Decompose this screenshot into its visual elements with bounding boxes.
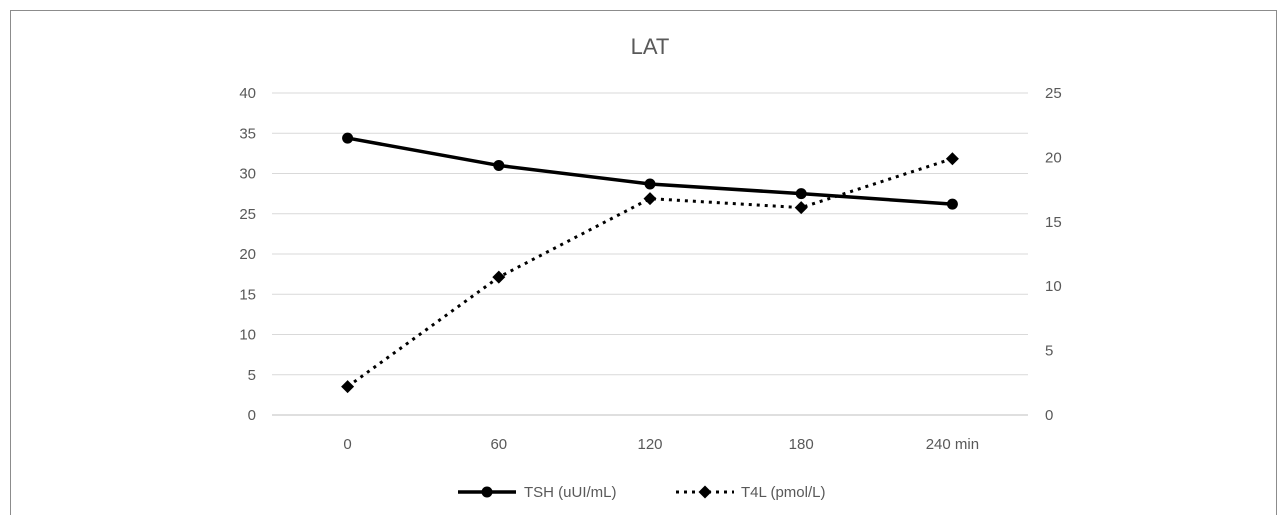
- data-point-diamond: [794, 201, 808, 215]
- legend-label: TSH (uUI/mL): [524, 484, 617, 501]
- x-axis-ticks: 0 60 120 180 240 min: [343, 436, 979, 453]
- left-axis-ticks: 0 5 10 15 20 25 30 35 40: [239, 85, 256, 424]
- right-tick-label: 15: [1045, 214, 1062, 231]
- right-tick-label: 25: [1045, 85, 1062, 102]
- right-tick-label: 0: [1045, 407, 1053, 424]
- data-point-diamond: [341, 380, 355, 394]
- gridlines: [272, 92, 1028, 416]
- left-tick-label: 5: [248, 367, 256, 384]
- right-tick-label: 5: [1045, 343, 1053, 360]
- data-point-diamond: [698, 485, 712, 499]
- data-point-circle: [481, 486, 493, 498]
- legend-item: TSH (uUI/mL): [458, 484, 617, 501]
- x-tick-label: 0: [343, 436, 351, 453]
- right-axis-ticks: 0 5 10 15 20 25: [1045, 85, 1062, 424]
- legend: TSH (uUI/mL) T4L (pmol/L): [458, 484, 825, 501]
- data-point-diamond: [492, 270, 506, 284]
- left-tick-label: 25: [239, 206, 256, 223]
- data-point-circle: [946, 198, 958, 210]
- left-tick-label: 35: [239, 125, 256, 142]
- left-tick-label: 10: [239, 327, 256, 344]
- series-group: [341, 132, 959, 394]
- x-tick-label: 60: [490, 436, 507, 453]
- x-tick-label: 120: [637, 436, 662, 453]
- left-tick-label: 0: [248, 407, 256, 424]
- chart-title: LAT: [631, 34, 670, 59]
- series-line: [346, 157, 953, 388]
- left-tick-label: 20: [239, 246, 256, 263]
- legend-label: T4L (pmol/L): [741, 484, 825, 501]
- x-tick-label: 240 min: [926, 436, 979, 453]
- x-tick-label: 180: [789, 436, 814, 453]
- left-tick-label: 30: [239, 166, 256, 183]
- right-tick-label: 10: [1045, 278, 1062, 295]
- left-tick-label: 40: [239, 85, 256, 102]
- legend-item: T4L (pmol/L): [676, 484, 825, 501]
- right-tick-label: 20: [1045, 149, 1062, 166]
- data-point-diamond: [643, 192, 657, 206]
- data-point-circle: [342, 132, 354, 144]
- data-point-diamond: [945, 152, 959, 166]
- data-point-circle: [493, 159, 505, 171]
- left-tick-label: 15: [239, 286, 256, 303]
- chart-frame: [10, 10, 1277, 515]
- data-point-circle: [795, 188, 807, 200]
- data-point-circle: [644, 178, 656, 190]
